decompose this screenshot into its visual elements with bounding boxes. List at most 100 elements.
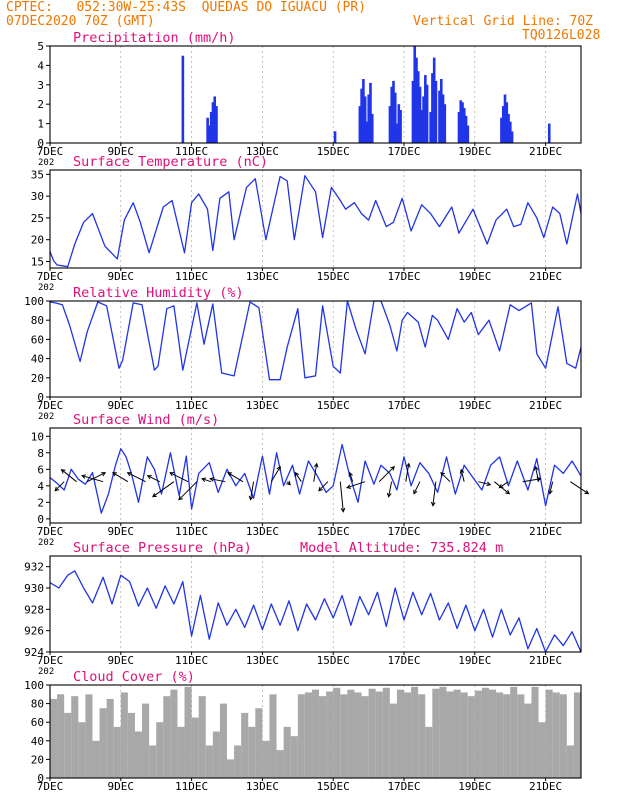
cloud-column bbox=[134, 731, 143, 778]
wind-vector-head bbox=[101, 472, 107, 477]
cloud-column bbox=[439, 686, 447, 778]
rh-title: Relative Humidity (%) bbox=[73, 285, 244, 301]
cloud-column bbox=[170, 689, 178, 778]
cloud-column bbox=[503, 694, 511, 778]
rh-x-tick-label: 11DEC bbox=[175, 399, 208, 412]
wind-x-tick-label: 13DEC bbox=[246, 525, 279, 538]
precip-bar bbox=[432, 57, 436, 143]
wind-vector bbox=[61, 469, 77, 483]
temp-year-stub: 202 bbox=[38, 283, 54, 293]
wind-vector-head bbox=[286, 480, 291, 486]
temp-frame bbox=[49, 169, 582, 269]
precip-bar bbox=[392, 80, 395, 143]
cloud-x-tick-label: 13DEC bbox=[246, 780, 279, 793]
temp-x-tick-label: 11DEC bbox=[175, 270, 208, 283]
wind-vector-head bbox=[201, 477, 207, 482]
precip-bar bbox=[363, 96, 367, 143]
cloud-y-tick-label: 0 bbox=[37, 772, 44, 785]
rh-x-tick-label: 17DEC bbox=[387, 399, 420, 412]
precip-y-tick-label: 0 bbox=[37, 137, 44, 150]
wind-y-tick-label: 10 bbox=[31, 430, 44, 443]
wind-vector-head bbox=[346, 484, 352, 489]
wind-y-tick-label: 0 bbox=[37, 513, 44, 526]
cloud-column bbox=[276, 750, 284, 778]
wind-vector bbox=[388, 481, 393, 497]
precip-bar bbox=[399, 110, 402, 143]
wind-vector-head bbox=[505, 489, 511, 495]
cloud-column bbox=[375, 691, 383, 778]
temp-y-tick-label: 15 bbox=[31, 255, 44, 268]
cloud-column bbox=[212, 731, 220, 778]
cloud-column bbox=[99, 708, 107, 778]
press-x-tick-label: 11DEC bbox=[175, 654, 208, 667]
cloud-column bbox=[382, 687, 390, 778]
wind-x-tick-label: 15DEC bbox=[317, 525, 350, 538]
precip-bar bbox=[459, 100, 463, 143]
cloud-column bbox=[106, 698, 114, 778]
cloud-column bbox=[92, 740, 100, 778]
wind-vector-head bbox=[126, 472, 132, 477]
wind-vector-head bbox=[340, 507, 346, 513]
rh-x-tick-label: 9DEC bbox=[108, 399, 135, 412]
precip-bar bbox=[431, 73, 434, 143]
wind-vector-head bbox=[178, 495, 183, 501]
cloud-column bbox=[191, 717, 199, 778]
press-y-tick-label: 928 bbox=[24, 603, 44, 616]
cloud-column bbox=[177, 726, 185, 778]
precip-bar bbox=[211, 102, 215, 143]
temp-y-tick-label: 20 bbox=[31, 234, 44, 247]
wind-vector-head bbox=[430, 501, 436, 507]
temp-x-tick-label: 17DEC bbox=[387, 270, 420, 283]
wind-vector-head bbox=[486, 481, 492, 487]
wind-x-tick-label: 9DEC bbox=[108, 525, 135, 538]
wind-vector-head bbox=[313, 462, 319, 468]
wind-vector-head bbox=[111, 472, 117, 477]
precip-bar bbox=[367, 94, 370, 143]
cloud-column bbox=[354, 692, 362, 778]
precip-y-tick-label: 1 bbox=[37, 118, 44, 131]
wind-vector-head bbox=[584, 489, 590, 495]
cloud-column bbox=[432, 688, 440, 778]
wind-vector bbox=[549, 481, 554, 494]
cloud-column bbox=[163, 696, 171, 778]
precip-year-stub: 202 bbox=[38, 158, 54, 168]
header-grid-line: Vertical Grid Line: 70Z bbox=[413, 14, 594, 29]
cloud-column bbox=[85, 694, 93, 778]
cloud-x-tick-label: 7DEC bbox=[37, 780, 64, 793]
cloud-column bbox=[446, 691, 454, 778]
cloud-x-tick-label: 19DEC bbox=[458, 780, 491, 793]
rh-y-tick-label: 80 bbox=[31, 314, 44, 327]
cloud-column bbox=[425, 726, 433, 778]
cloud-column bbox=[347, 689, 355, 778]
precip-y-tick-label: 4 bbox=[37, 59, 44, 72]
precip-bar bbox=[209, 111, 213, 143]
wind-x-tick-label: 17DEC bbox=[387, 525, 420, 538]
wind-vector bbox=[349, 472, 354, 482]
wind-vector-head bbox=[248, 495, 254, 501]
wind-vector bbox=[169, 472, 189, 483]
press-y-tick-label: 932 bbox=[24, 561, 44, 574]
precip-x-tick-label: 13DEC bbox=[246, 145, 279, 158]
precip-bar bbox=[422, 96, 425, 143]
precip-bar bbox=[429, 111, 432, 143]
precip-bar bbox=[424, 75, 427, 143]
cloud-column bbox=[531, 686, 539, 778]
cloud-column bbox=[78, 722, 86, 778]
wind-vector-head bbox=[152, 492, 157, 498]
cloud-column bbox=[269, 694, 277, 778]
precip-bar bbox=[439, 78, 443, 143]
precip-bar bbox=[464, 115, 468, 143]
press-year-stub: 202 bbox=[38, 667, 54, 677]
precip-x-tick-label: 17DEC bbox=[387, 145, 420, 158]
cloud-column bbox=[573, 692, 581, 778]
rh-x-tick-label: 7DEC bbox=[37, 399, 64, 412]
wind-x-tick-label: 19DEC bbox=[458, 525, 491, 538]
cloud-column bbox=[184, 686, 192, 778]
cloud-column bbox=[545, 689, 553, 778]
precip-y-tick-label: 2 bbox=[37, 98, 44, 111]
wind-vector-head bbox=[459, 468, 465, 474]
wind-vector-head bbox=[348, 471, 353, 477]
wind-vector-head bbox=[548, 489, 553, 495]
wind-vector bbox=[535, 466, 540, 482]
